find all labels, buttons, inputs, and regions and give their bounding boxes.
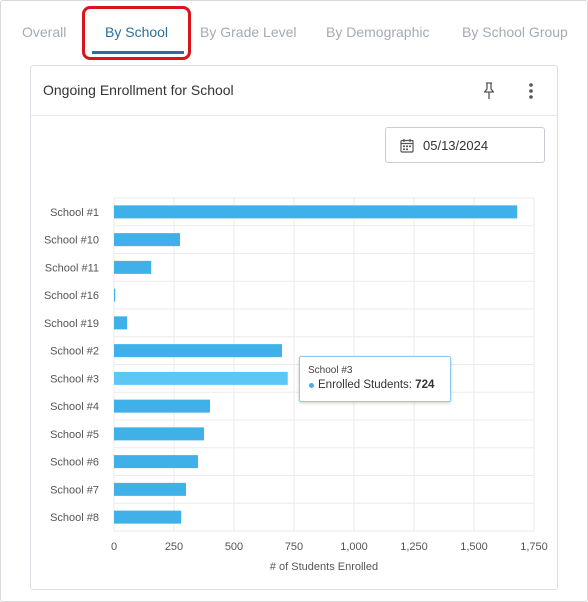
x-tick-label: 1,500 <box>460 541 488 553</box>
bar <box>114 344 282 358</box>
category-label: School #8 <box>50 512 99 524</box>
x-tick-label: 1,000 <box>340 541 368 553</box>
category-label: School #16 <box>44 290 99 302</box>
calendar-icon <box>400 139 414 153</box>
category-label: School #3 <box>50 373 99 385</box>
x-tick-label: 0 <box>111 541 117 553</box>
chart-tooltip: School #3 Enrolled Students: 724 <box>299 356 451 402</box>
category-label: School #19 <box>44 318 99 330</box>
card-header: Ongoing Enrollment for School <box>31 66 557 116</box>
bar <box>114 288 116 302</box>
tab-overall[interactable]: Overall <box>22 24 67 40</box>
tooltip-value: 724 <box>415 379 435 391</box>
bar <box>114 427 204 441</box>
bar <box>114 482 186 496</box>
active-tab-indicator <box>92 51 184 54</box>
tab-by-grade-level[interactable]: By Grade Level <box>200 24 297 40</box>
tooltip-series-label: Enrolled Students: <box>318 379 416 391</box>
tab-by-demographic[interactable]: By Demographic <box>326 24 430 40</box>
more-vertical-icon[interactable] <box>523 81 539 101</box>
category-label: School #1 <box>50 207 99 219</box>
tab-by-school[interactable]: By School <box>105 24 169 40</box>
category-label: School #5 <box>50 429 99 441</box>
category-label: School #2 <box>50 346 99 358</box>
annotation-highlight-box <box>82 6 191 60</box>
bar <box>114 233 180 247</box>
tooltip-title: School #3 <box>308 365 353 376</box>
bar <box>114 205 518 219</box>
x-tick-label: 500 <box>225 541 243 553</box>
bar <box>114 371 288 385</box>
category-label: School #6 <box>50 457 99 469</box>
pin-icon[interactable] <box>481 81 497 101</box>
x-axis-title: # of Students Enrolled <box>270 561 378 573</box>
bar <box>114 260 152 274</box>
x-tick-label: 750 <box>285 541 303 553</box>
category-label: School #10 <box>44 235 99 247</box>
tooltip-series-dot <box>309 383 314 388</box>
bar <box>114 399 210 413</box>
bar <box>114 316 128 330</box>
date-picker[interactable]: 05/13/2024 <box>385 127 545 163</box>
x-tick-label: 250 <box>165 541 183 553</box>
x-tick-label: 1,250 <box>400 541 428 553</box>
category-label: School #11 <box>45 262 99 274</box>
x-tick-label: 1,750 <box>520 541 548 553</box>
category-label: School #7 <box>50 484 99 496</box>
card-title: Ongoing Enrollment for School <box>43 82 234 98</box>
bar <box>114 510 182 524</box>
bar <box>114 455 198 469</box>
tab-by-school-group[interactable]: By School Group <box>462 24 568 40</box>
tooltip-label: Enrolled Students: 724 <box>318 379 434 391</box>
category-label: School #4 <box>50 401 99 413</box>
date-value: 05/13/2024 <box>423 138 489 153</box>
tab-bar: Overall By School By Grade Level By Demo… <box>0 0 588 60</box>
